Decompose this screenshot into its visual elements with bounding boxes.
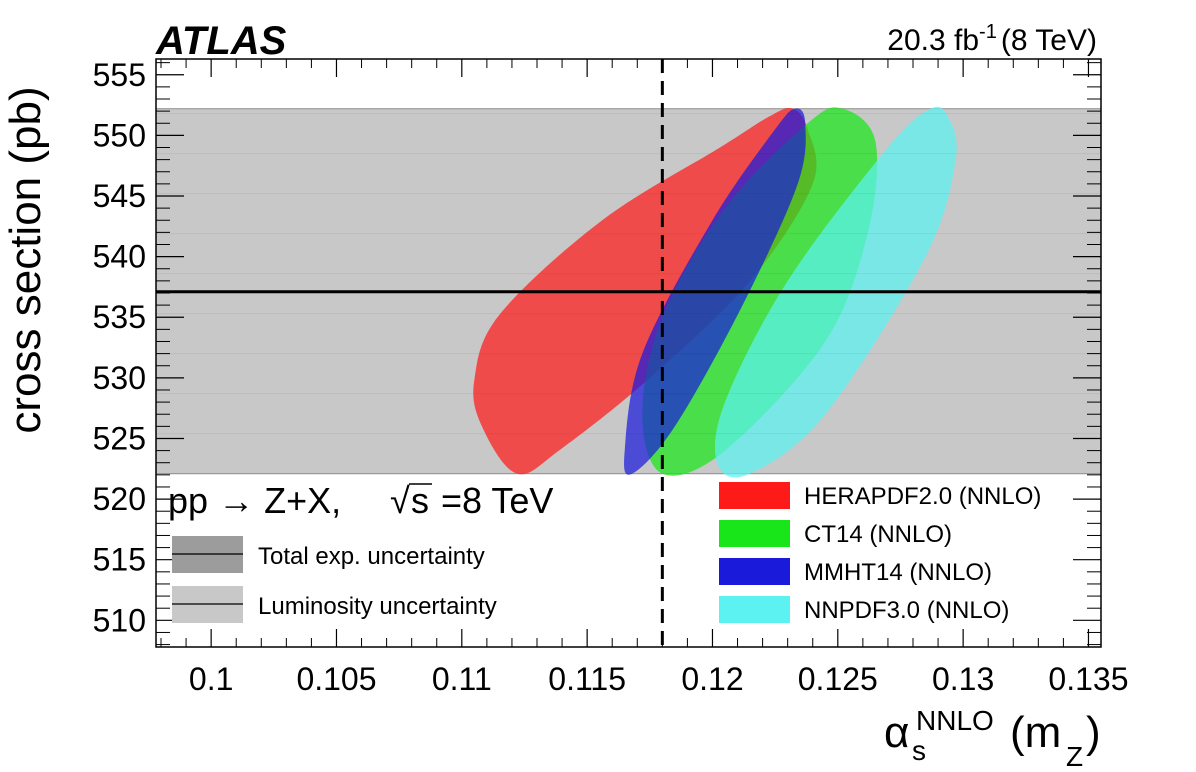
pdf-legend-mmht14-swatch: [719, 558, 790, 585]
pdf-legend-herapdf-label: HERAPDF2.0 (NNLO): [804, 483, 1041, 510]
x-tick-label: 0.125: [798, 661, 878, 697]
process-label: pp → Z+X, √ s =8 TeV: [168, 480, 553, 521]
pdf-legend-nnpdf-swatch: [719, 596, 790, 623]
y-tick-label: 545: [93, 178, 146, 214]
process-arrow: →: [218, 480, 254, 521]
x-axis-alpha-sup: NNLO: [916, 705, 994, 736]
x-tick-label: 0.105: [296, 661, 376, 697]
y-tick-label: 550: [93, 117, 146, 153]
process-energy: =8 TeV: [441, 480, 553, 521]
x-axis-paren-close: ): [1086, 708, 1101, 757]
band-legend-total-label: Total exp. uncertainty: [258, 543, 485, 570]
svg-text:pp → Z+X,: pp → Z+X,: [168, 480, 341, 521]
energy-label: (8 TeV): [1001, 24, 1097, 57]
x-tick-label: 0.1: [189, 661, 233, 697]
process-zx: Z+X,: [264, 480, 341, 521]
svg-text:α: α: [884, 708, 909, 757]
luminosity-exponent: -1: [979, 21, 997, 43]
x-axis-title: α s NNLO (m Z ): [884, 705, 1101, 772]
band-legend-lumi: Luminosity uncertainty: [172, 586, 497, 623]
y-tick-label: 535: [93, 299, 146, 335]
sqrt-symbol: √: [390, 480, 410, 521]
x-tick-label: 0.135: [1048, 661, 1128, 697]
x-tick-label: 0.13: [932, 661, 994, 697]
pdf-legend-ct14-label: CT14 (NNLO): [804, 521, 952, 548]
y-tick-label: 520: [93, 481, 146, 517]
pdf-legend-ct14-swatch: [719, 520, 790, 547]
y-axis-title: cross section (pb): [1, 86, 50, 433]
process-s: s: [411, 480, 429, 521]
x-tick-labels: 0.1 0.105 0.11 0.115 0.12 0.125 0.13 0.135: [189, 661, 1129, 697]
band-legend: Total exp. uncertainty Luminosity uncert…: [172, 536, 497, 623]
y-tick-label: 530: [93, 360, 146, 396]
svg-text:(m: (m: [1010, 708, 1061, 757]
x-tick-label: 0.115: [548, 661, 626, 697]
y-tick-labels: 510 515 520 525 530 535 540 545 550 555: [93, 57, 146, 639]
band-legend-total: Total exp. uncertainty: [172, 536, 485, 573]
band-legend-lumi-label: Luminosity uncertainty: [258, 593, 497, 620]
pdf-legend-mmht14-label: MMHT14 (NNLO): [804, 559, 992, 586]
y-tick-label: 540: [93, 239, 146, 275]
y-tick-label: 555: [93, 57, 146, 93]
x-axis-paren-open: (m: [1010, 708, 1061, 757]
atlas-label: ATLAS: [155, 19, 287, 63]
pdf-legend: HERAPDF2.0 (NNLO) CT14 (NNLO) MMHT14 (NN…: [719, 482, 1041, 624]
plot-frame: [155, 58, 1102, 648]
y-tick-label: 515: [93, 542, 146, 578]
reference-line-layer: [156, 59, 1101, 647]
pdf-legend-herapdf-swatch: [719, 482, 790, 509]
luminosity-label: 20.3 fb-1 (8 TeV): [887, 21, 1097, 57]
x-axis-paren-sub: Z: [1066, 741, 1083, 772]
x-axis-alpha-sub: s: [912, 735, 926, 766]
axis-ticks: [156, 59, 1101, 647]
y-tick-label: 510: [93, 602, 146, 638]
x-tick-label: 0.12: [681, 661, 743, 697]
x-tick-label: 0.11: [432, 661, 492, 697]
y-tick-label: 525: [93, 420, 146, 456]
luminosity-value: 20.3 fb: [887, 24, 979, 57]
process-pp: pp: [168, 480, 208, 521]
pdf-legend-nnpdf-label: NNPDF3.0 (NNLO): [804, 597, 1009, 624]
x-axis-alpha: α: [884, 708, 909, 757]
